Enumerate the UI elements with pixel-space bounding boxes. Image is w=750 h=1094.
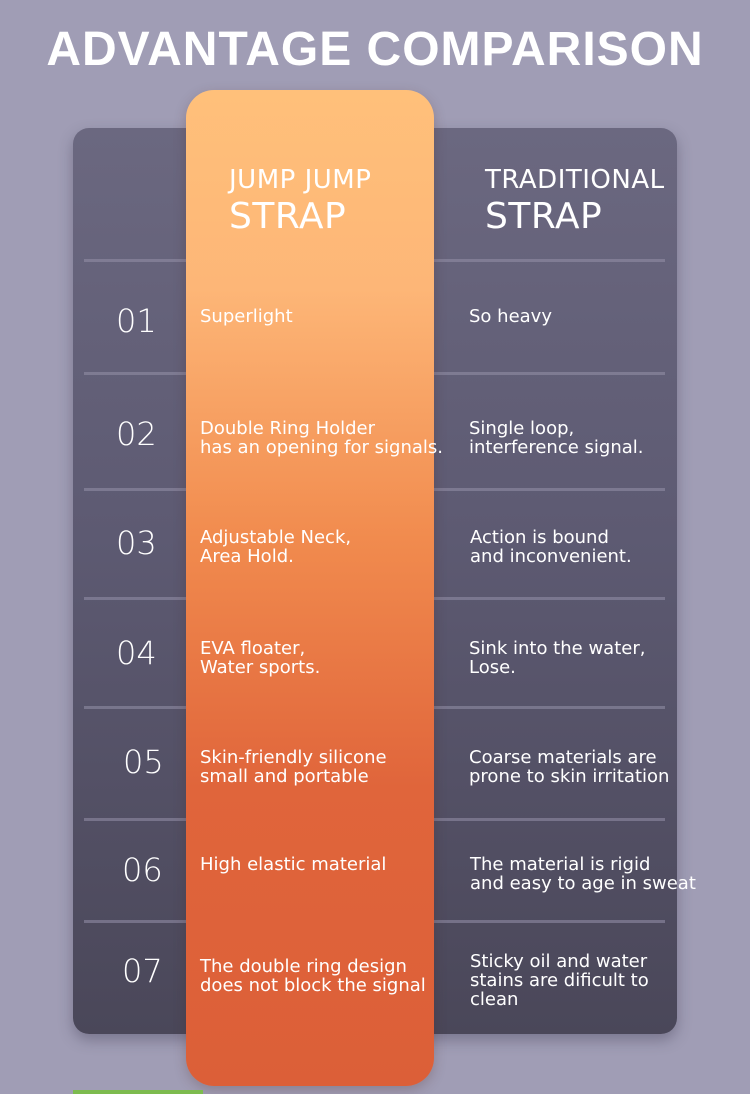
jump-strap-feature: Adjustable Neck, Area Hold. [200, 527, 352, 567]
page-title: ADVANTAGE COMPARISON [46, 23, 704, 76]
row-number: 02 [116, 415, 157, 453]
traditional-strap-feature: The material is rigid and easy to age in… [470, 854, 696, 894]
traditional-strap-feature: Sink into the water, Lose. [469, 638, 646, 678]
row-number: 06 [122, 851, 163, 889]
traditional-strap-header-line2: STRAP [485, 195, 603, 237]
jump-strap-highlight-column [186, 90, 434, 1086]
row-number: 03 [116, 524, 157, 562]
row-number: 05 [123, 743, 164, 781]
jump-strap-feature: High elastic material [200, 854, 387, 875]
bottom-accent-strip [73, 1090, 203, 1094]
row-number: 01 [116, 302, 157, 340]
traditional-strap-feature: So heavy [469, 306, 552, 327]
jump-strap-header-line1: JUMP JUMP [229, 165, 372, 195]
jump-strap-feature: EVA floater, Water sports. [200, 638, 321, 678]
jump-strap-feature: Double Ring Holder has an opening for si… [200, 418, 443, 458]
traditional-strap-feature: Action is bound and inconvenient. [470, 527, 632, 567]
traditional-strap-header: TRADITIONAL STRAP [485, 165, 665, 237]
jump-strap-feature: Superlight [200, 306, 293, 327]
row-number: 04 [116, 634, 157, 672]
jump-strap-feature: The double ring design does not block th… [200, 956, 426, 996]
traditional-strap-header-line1: TRADITIONAL [485, 165, 665, 195]
jump-strap-header: JUMP JUMP STRAP [229, 165, 372, 237]
traditional-strap-feature: Coarse materials are prone to skin irrit… [469, 747, 670, 787]
jump-strap-feature: Skin-friendly silicone small and portabl… [200, 747, 387, 787]
jump-strap-header-line2: STRAP [229, 195, 347, 237]
row-number: 07 [122, 952, 163, 990]
traditional-strap-feature: Single loop, interference signal. [469, 418, 644, 458]
traditional-strap-feature: Sticky oil and water stains are dificult… [470, 951, 649, 1010]
